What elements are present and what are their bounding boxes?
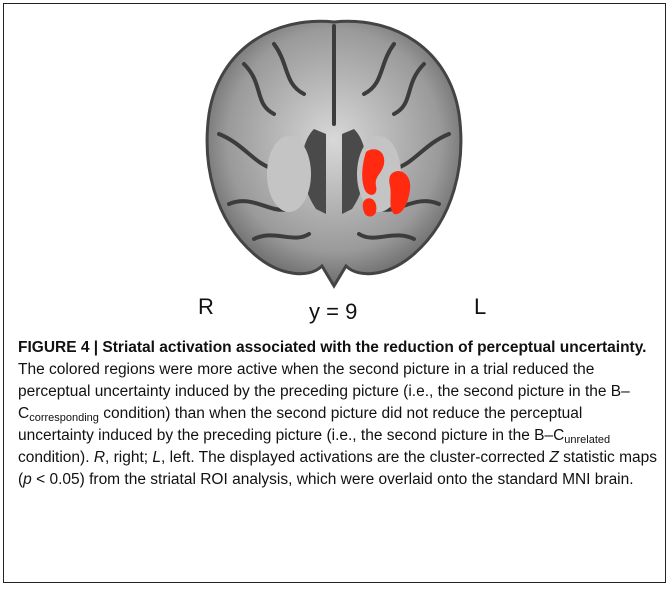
caption-text: , right; — [105, 449, 152, 466]
caption-italic: p — [23, 471, 32, 488]
slice-label: y = 9 — [309, 299, 357, 325]
caption-italic: R — [94, 449, 105, 466]
caption-subscript: unrelated — [564, 434, 610, 446]
caption-title: FIGURE 4 | Striatal activation associate… — [18, 339, 646, 356]
page: R y = 9 L FIGURE 4 | Striatal activation… — [0, 0, 671, 589]
brain-image — [4, 4, 665, 324]
hemisphere-label: R — [198, 294, 214, 320]
hemisphere-label: L — [474, 294, 486, 320]
caption-text: condition) than when the second picture … — [18, 405, 582, 444]
figure-caption: FIGURE 4 | Striatal activation associate… — [18, 337, 660, 491]
caption-italic: Z — [549, 449, 558, 466]
caption-text: condition). — [18, 449, 94, 466]
caption-italic: L — [152, 449, 161, 466]
caption-text: , left. The displayed activations are th… — [161, 449, 549, 466]
caption-subscript: corresponding — [29, 412, 99, 424]
figure-frame: R y = 9 L FIGURE 4 | Striatal activation… — [3, 3, 666, 583]
caption-text: < 0.05) from the striatal ROI analysis, … — [32, 471, 634, 488]
